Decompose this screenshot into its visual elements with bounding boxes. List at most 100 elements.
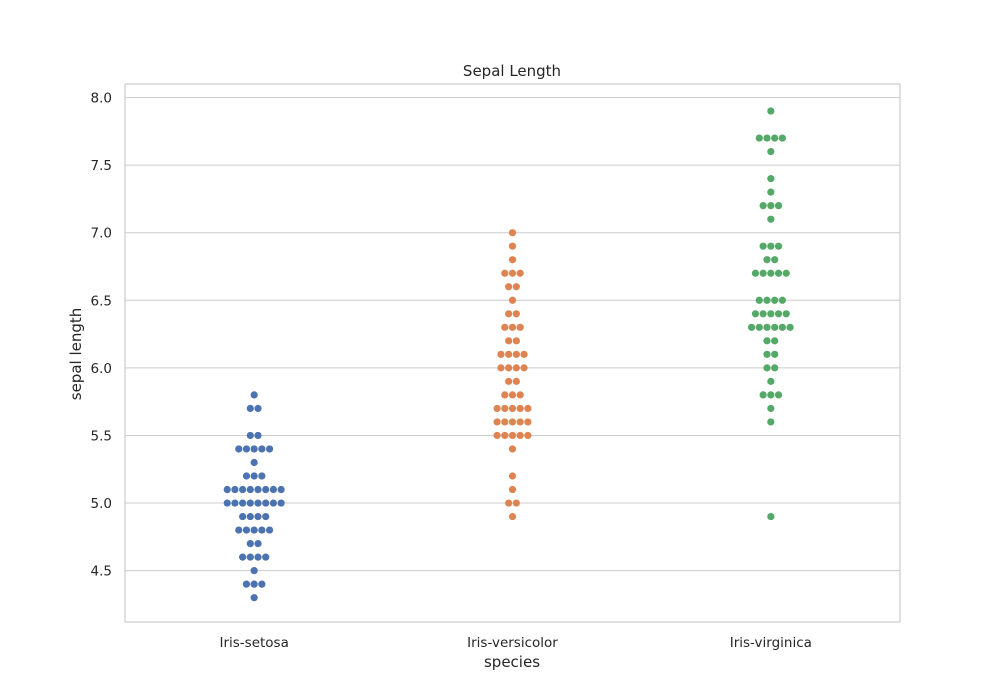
data-point-iris-versicolor xyxy=(516,323,524,331)
data-point-iris-versicolor xyxy=(508,256,517,264)
data-point-iris-virginica xyxy=(763,364,771,372)
data-point-iris-virginica xyxy=(771,337,779,345)
data-point-iris-versicolor xyxy=(501,323,509,331)
data-point-iris-virginica xyxy=(778,323,786,331)
data-point-iris-virginica xyxy=(759,202,767,210)
data-point-iris-setosa xyxy=(250,567,258,575)
data-point-iris-virginica xyxy=(767,175,775,183)
y-tick-label: 6.0 xyxy=(91,361,112,377)
data-point-iris-virginica xyxy=(771,364,779,372)
data-point-iris-versicolor xyxy=(512,283,520,291)
data-point-iris-setosa xyxy=(265,526,274,534)
data-point-iris-setosa xyxy=(246,512,254,521)
data-point-iris-versicolor xyxy=(512,364,520,372)
data-point-iris-setosa xyxy=(250,526,258,534)
data-point-iris-versicolor xyxy=(524,404,532,413)
data-point-iris-versicolor xyxy=(497,350,505,358)
data-point-iris-virginica xyxy=(755,323,763,331)
data-point-iris-setosa xyxy=(262,553,270,561)
data-point-iris-versicolor xyxy=(512,499,520,507)
data-point-iris-virginica xyxy=(763,350,771,358)
data-point-iris-setosa xyxy=(269,499,278,507)
data-point-iris-setosa xyxy=(239,499,247,507)
data-point-iris-setosa xyxy=(250,445,258,453)
data-point-iris-versicolor xyxy=(497,364,505,372)
data-point-iris-virginica xyxy=(759,269,767,277)
data-point-iris-versicolor xyxy=(516,431,524,440)
data-point-iris-versicolor xyxy=(505,350,513,358)
data-point-iris-virginica xyxy=(774,310,783,318)
data-point-iris-setosa xyxy=(246,553,254,561)
data-point-iris-virginica xyxy=(763,323,771,331)
plot-frame xyxy=(124,83,901,623)
data-point-iris-virginica xyxy=(774,391,783,399)
data-point-iris-virginica xyxy=(751,269,760,277)
data-point-iris-versicolor xyxy=(512,337,520,345)
y-tick-label: 5.5 xyxy=(91,428,112,444)
data-point-iris-virginica xyxy=(786,323,794,331)
grid-lines xyxy=(125,97,900,572)
data-point-iris-virginica xyxy=(759,242,767,250)
data-point-iris-setosa xyxy=(258,472,266,480)
data-point-iris-virginica xyxy=(767,512,775,521)
data-point-iris-versicolor xyxy=(501,269,509,277)
data-point-iris-versicolor xyxy=(516,391,524,399)
y-tick-label: 6.5 xyxy=(91,293,112,309)
data-point-iris-versicolor xyxy=(508,296,517,304)
y-axis-ticks: 4.5 5.0 5.5 6.0 6.5 7.0 7.5 8.0 xyxy=(91,91,112,580)
data-point-iris-versicolor xyxy=(505,310,513,318)
data-point-iris-virginica xyxy=(755,134,763,142)
y-tick-label: 7.0 xyxy=(91,226,112,242)
data-point-iris-setosa xyxy=(223,485,231,494)
data-point-iris-versicolor xyxy=(508,391,517,399)
data-point-iris-setosa xyxy=(242,580,251,588)
data-point-iris-versicolor xyxy=(516,418,524,426)
data-point-iris-versicolor xyxy=(508,512,517,521)
data-point-iris-versicolor xyxy=(508,418,517,426)
data-point-iris-setosa xyxy=(262,499,270,507)
chart-title: Sepal Length xyxy=(463,62,561,80)
data-point-iris-setosa xyxy=(239,485,247,494)
data-point-iris-versicolor xyxy=(508,229,517,237)
data-point-iris-setosa xyxy=(254,499,262,507)
data-point-iris-setosa xyxy=(262,512,270,521)
data-point-iris-setosa xyxy=(235,445,243,453)
data-point-iris-versicolor xyxy=(524,418,532,426)
data-point-iris-virginica xyxy=(767,269,775,277)
data-point-iris-setosa xyxy=(250,472,258,480)
data-point-iris-setosa xyxy=(250,391,258,399)
data-point-iris-setosa xyxy=(258,580,266,588)
data-point-iris-virginica xyxy=(767,310,775,318)
data-point-iris-virginica xyxy=(778,296,786,304)
data-point-iris-setosa xyxy=(246,404,254,413)
data-point-iris-setosa xyxy=(223,499,231,507)
data-point-iris-virginica xyxy=(747,323,756,331)
data-point-iris-setosa xyxy=(246,539,254,548)
data-point-iris-setosa xyxy=(254,485,262,494)
data-point-iris-versicolor xyxy=(501,431,509,440)
x-tick-label: Iris-setosa xyxy=(219,635,288,651)
data-point-iris-versicolor xyxy=(508,445,517,453)
data-point-iris-versicolor xyxy=(512,377,520,385)
data-point-iris-virginica xyxy=(755,296,763,304)
data-point-iris-virginica xyxy=(778,134,786,142)
data-point-iris-versicolor xyxy=(516,404,524,413)
data-point-iris-virginica xyxy=(763,134,771,142)
data-points xyxy=(223,107,794,602)
data-point-iris-versicolor xyxy=(505,364,513,372)
data-point-iris-virginica xyxy=(763,337,771,345)
x-tick-label: Iris-versicolor xyxy=(467,635,558,651)
data-point-iris-virginica xyxy=(771,134,779,142)
data-point-iris-setosa xyxy=(231,485,239,494)
data-point-iris-setosa xyxy=(250,594,258,602)
data-point-iris-setosa xyxy=(246,499,254,507)
data-point-iris-setosa xyxy=(239,512,247,521)
data-point-iris-virginica xyxy=(759,391,767,399)
data-point-iris-setosa xyxy=(277,485,285,494)
data-point-iris-setosa xyxy=(254,553,262,561)
data-point-iris-setosa xyxy=(231,499,239,507)
data-point-iris-versicolor xyxy=(501,404,509,413)
data-point-iris-versicolor xyxy=(508,323,517,331)
data-point-iris-virginica xyxy=(774,242,783,250)
